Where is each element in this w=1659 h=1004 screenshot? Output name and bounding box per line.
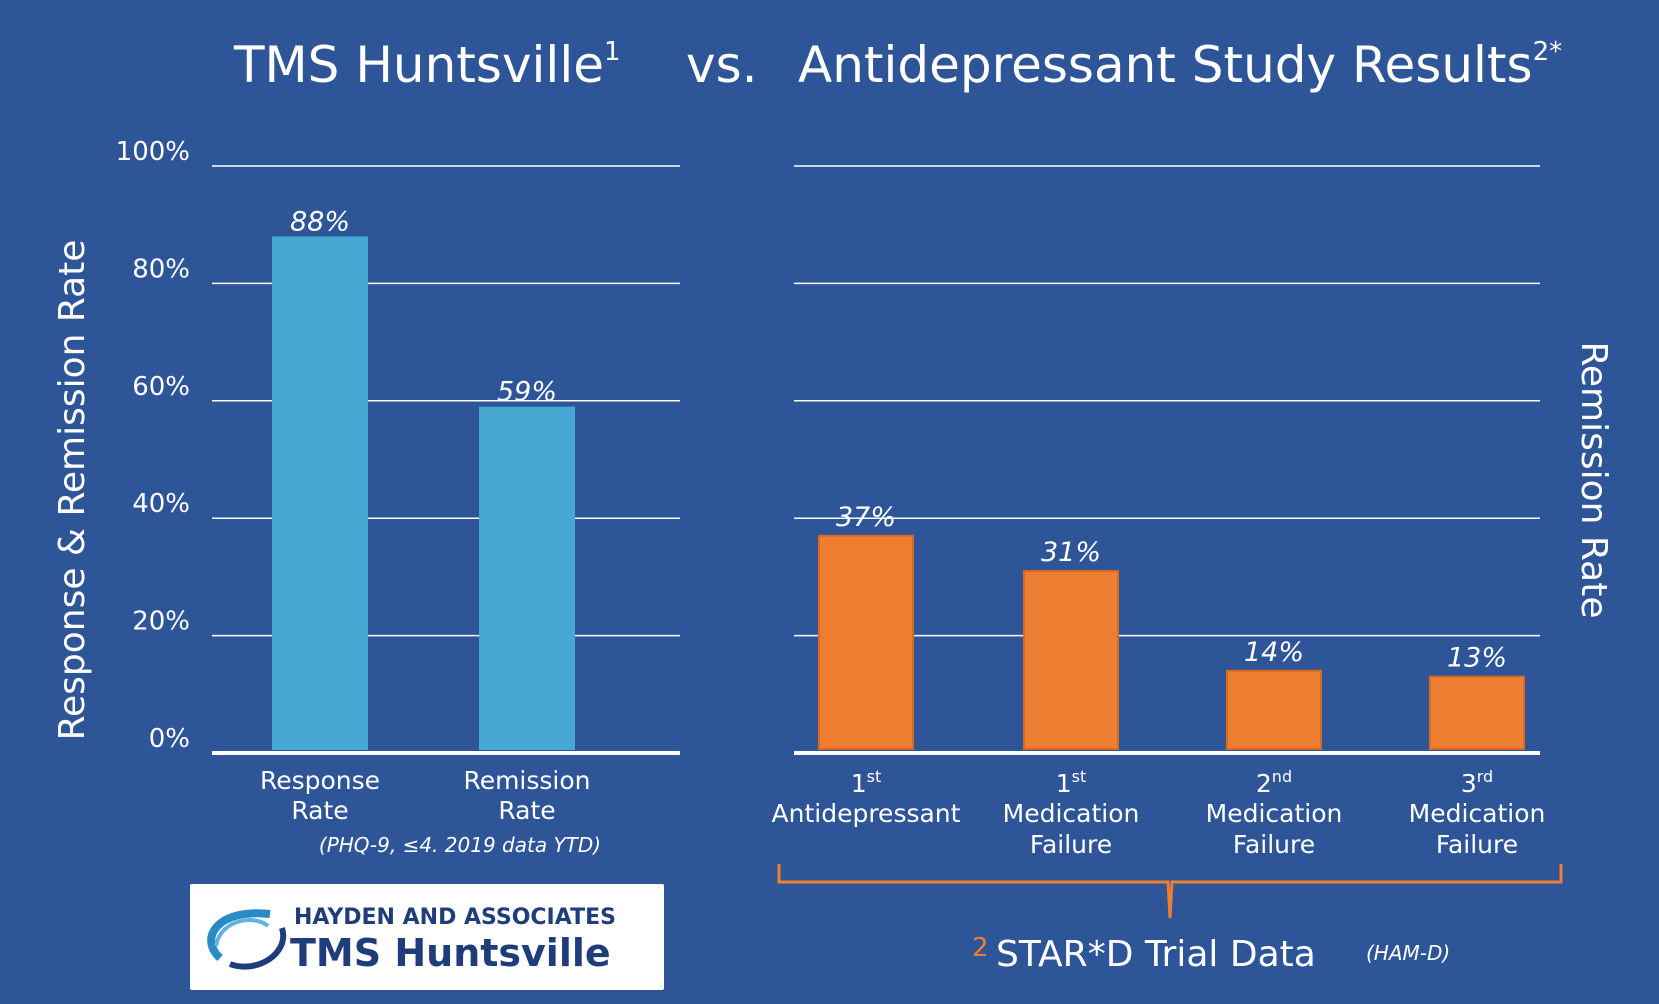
left-y-axis-label: Response & Remission Rate: [52, 240, 93, 741]
y-tick-label: 20%: [132, 607, 190, 637]
star-d-footnote-sup: 2: [972, 933, 989, 963]
x-tick-ordinal: 1st: [851, 767, 882, 798]
bar: [818, 534, 914, 750]
logo-line2: TMS Huntsville: [290, 931, 611, 975]
y-tick-label: 80%: [132, 254, 190, 284]
title-left: TMS Huntsville1: [233, 36, 621, 94]
bar: [272, 236, 368, 750]
bar: [1023, 570, 1119, 751]
x-tick-label: Failure: [1030, 830, 1112, 859]
tms-chart: 0%20%40%60%80%100%88%ResponseRate59%Remi…: [116, 137, 680, 825]
data-label: 59%: [497, 377, 557, 408]
antidepressant-chart: 37%1stAntidepressant31%1stMedicationFail…: [772, 165, 1546, 859]
bar: [1226, 669, 1322, 751]
x-tick-label: Medication: [1003, 799, 1140, 828]
y-tick-label: 0%: [149, 724, 190, 754]
x-tick-label: Rate: [498, 796, 555, 825]
data-label: 88%: [290, 206, 350, 237]
logo-line1: HAYDEN AND ASSOCIATES: [294, 905, 616, 930]
x-tick-label: Antidepressant: [772, 799, 961, 828]
x-tick-label: Response: [260, 766, 380, 795]
star-d-footnote-sub: (HAM-D): [1366, 941, 1450, 965]
title-right: Antidepressant Study Results2*: [798, 36, 1562, 94]
x-tick-label: Failure: [1436, 830, 1518, 859]
x-tick-ordinal: 1st: [1056, 767, 1087, 798]
x-tick-label: Rate: [291, 796, 348, 825]
data-label: 13%: [1447, 643, 1507, 674]
x-tick-label: Remission: [463, 766, 590, 795]
data-label: 37%: [836, 502, 896, 533]
left-footnote: (PHQ-9, ≤4. 2019 data YTD): [319, 833, 601, 857]
data-label: 31%: [1041, 537, 1101, 568]
title-vs: vs.: [686, 36, 758, 94]
logo-box: HAYDEN AND ASSOCIATES TMS Huntsville: [190, 884, 664, 990]
x-tick-ordinal: 3rd: [1461, 767, 1493, 798]
bar: [1429, 675, 1525, 750]
right-y-axis-label: Remission Rate: [1573, 342, 1614, 619]
data-label: 14%: [1244, 637, 1304, 668]
bar: [479, 406, 575, 750]
x-tick-label: Medication: [1206, 799, 1343, 828]
y-tick-label: 100%: [116, 137, 190, 167]
logo-swoosh-icon: HAYDEN AND ASSOCIATES TMS Huntsville: [207, 905, 616, 975]
y-tick-label: 60%: [132, 372, 190, 402]
y-tick-label: 40%: [132, 489, 190, 519]
x-tick-ordinal: 2nd: [1256, 767, 1292, 798]
star-d-footnote: STAR*D Trial Data: [996, 934, 1316, 975]
x-tick-label: Failure: [1233, 830, 1315, 859]
star-d-brace: [777, 864, 1563, 919]
x-tick-label: Medication: [1409, 799, 1546, 828]
